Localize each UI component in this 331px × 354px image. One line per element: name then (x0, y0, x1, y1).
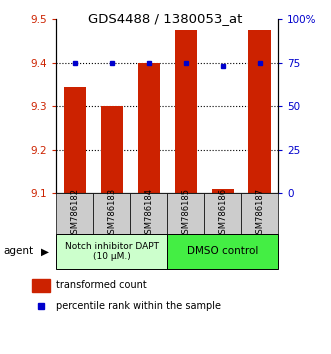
Bar (249, 30, 271, 193)
Bar (204, 193, 241, 234)
Bar (174, 30, 197, 193)
Text: GSM786184: GSM786184 (144, 188, 153, 239)
Bar (212, 189, 234, 193)
Text: GSM786185: GSM786185 (181, 188, 190, 239)
Bar (130, 193, 167, 234)
Text: ▶: ▶ (41, 246, 49, 256)
Text: GSM786182: GSM786182 (70, 188, 79, 239)
Bar (64, 87, 86, 193)
Bar (56, 234, 167, 269)
Bar (167, 193, 204, 234)
Bar (93, 193, 130, 234)
Text: GSM786187: GSM786187 (255, 188, 264, 239)
Text: GSM786186: GSM786186 (218, 188, 227, 239)
Bar (138, 63, 160, 193)
Text: DMSO control: DMSO control (187, 246, 258, 256)
Text: agent: agent (3, 246, 33, 256)
Bar (101, 106, 123, 193)
Bar (241, 193, 278, 234)
Bar (167, 234, 278, 269)
Text: percentile rank within the sample: percentile rank within the sample (56, 301, 220, 311)
Text: Notch inhibitor DAPT
(10 μM.): Notch inhibitor DAPT (10 μM.) (65, 242, 159, 261)
Text: GDS4488 / 1380053_at: GDS4488 / 1380053_at (88, 12, 243, 25)
Bar (56, 193, 93, 234)
Bar (32, 279, 50, 292)
Text: GSM786183: GSM786183 (107, 188, 116, 239)
Text: transformed count: transformed count (56, 280, 146, 290)
